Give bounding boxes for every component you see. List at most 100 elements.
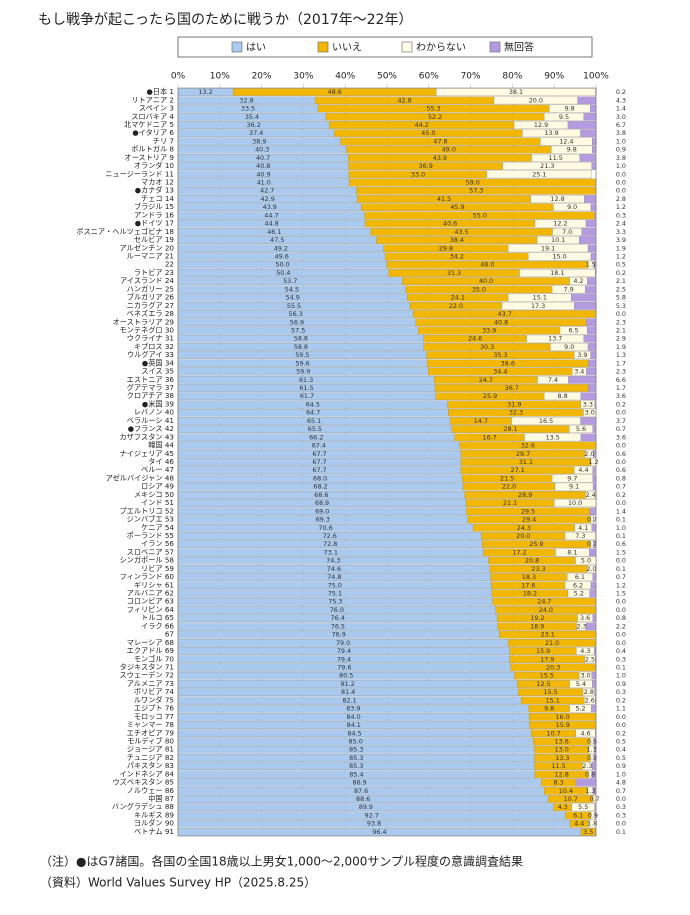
category-label: ウルグアイ 33 xyxy=(127,350,174,359)
category-label: インド 51 xyxy=(141,498,174,507)
category-label: エクアドル 69 xyxy=(127,646,175,655)
value-label: 22.0 xyxy=(449,302,463,310)
value-label: 45.9 xyxy=(450,203,464,211)
value-label: 11.5 xyxy=(551,762,565,770)
value-label: 1.0 xyxy=(616,524,626,532)
value-label: 1.2 xyxy=(616,203,626,211)
value-label: 34.4 xyxy=(493,368,507,376)
value-label: 6.6 xyxy=(616,376,626,384)
value-label: 9.7 xyxy=(567,474,577,482)
value-label: 59.0 xyxy=(466,179,480,187)
value-label: 0.7 xyxy=(587,516,597,524)
value-label: 47.5 xyxy=(270,236,284,244)
value-label: 17.6 xyxy=(521,581,535,589)
value-label: 4.1 xyxy=(578,524,588,532)
value-label: 15.1 xyxy=(546,696,560,704)
legend-swatch xyxy=(489,41,501,53)
value-label: 8.1 xyxy=(567,548,577,556)
value-label: 7.3 xyxy=(575,532,585,540)
value-label: 17.3 xyxy=(531,302,545,310)
bar-segment xyxy=(592,466,596,475)
value-label: 76.5 xyxy=(331,622,345,630)
bar-segment xyxy=(589,507,596,516)
value-label: 72.8 xyxy=(323,540,337,548)
bar-segment xyxy=(577,96,596,105)
value-label: 0.7 xyxy=(616,573,626,581)
value-label: 57.5 xyxy=(291,326,305,334)
bar-segment xyxy=(592,762,597,770)
value-label: 65.5 xyxy=(308,425,322,433)
value-label: 1.0 xyxy=(616,162,626,170)
bar-segment xyxy=(575,778,597,787)
value-label: 0.8 xyxy=(616,474,626,482)
value-label: 43.9 xyxy=(263,203,277,211)
value-label: 59.5 xyxy=(295,351,309,359)
bar-segment xyxy=(587,277,597,286)
value-label: 84.0 xyxy=(346,713,360,721)
legend-swatch xyxy=(317,41,329,53)
value-label: 33.0 xyxy=(411,170,425,178)
value-label: 89.9 xyxy=(359,803,373,811)
value-label: 2.3 xyxy=(576,622,586,630)
value-label: 0.3 xyxy=(616,211,626,219)
category-label: マカオ 12 xyxy=(141,178,174,187)
category-label: チュニジア 82 xyxy=(127,753,174,762)
value-label: 5.5 xyxy=(578,803,588,811)
value-label: 4.4 xyxy=(574,820,584,828)
value-label: 4.3 xyxy=(580,647,590,655)
value-label: 3.9 xyxy=(577,351,587,359)
value-label: 1.2 xyxy=(616,253,626,261)
value-label: 1.2 xyxy=(616,581,626,589)
value-label: 13.5 xyxy=(546,433,560,441)
value-label: 1.0 xyxy=(616,672,626,680)
value-label: 0.0 xyxy=(616,557,626,565)
value-label: 3.5 xyxy=(583,828,593,836)
bar-segment xyxy=(586,367,597,376)
value-labels: 13.2 48.6 38.1 0.2 32.8 42.8 20.0 4.3 33.5 55.3 9.… xyxy=(198,88,626,836)
value-label: 0.4 xyxy=(616,746,626,754)
category-label: ポルトガル 8 xyxy=(131,145,174,154)
bar-segment xyxy=(575,556,597,565)
x-tick-label: 70% xyxy=(461,72,481,82)
value-label: 3.0 xyxy=(585,409,595,417)
bar-segment xyxy=(583,334,597,343)
value-label: 0.0 xyxy=(616,409,626,417)
value-label: 28.1 xyxy=(503,425,517,433)
value-label: 0.0 xyxy=(616,606,626,614)
category-label: アルゼンチン 20 xyxy=(120,243,175,252)
value-label: 38.1 xyxy=(509,88,523,96)
value-label: 76.0 xyxy=(330,606,344,614)
value-label: 0.1 xyxy=(616,663,626,671)
category-label: ハンガリー 25 xyxy=(127,284,174,293)
value-label: 0.9 xyxy=(616,762,626,770)
value-label: 76.9 xyxy=(332,631,346,639)
value-label: 47.8 xyxy=(433,137,447,145)
value-label: 36.9 xyxy=(419,162,433,170)
value-label: 76.4 xyxy=(331,614,345,622)
value-label: 19.2 xyxy=(530,614,544,622)
value-label: 74.3 xyxy=(326,557,340,565)
value-label: 41.5 xyxy=(437,195,451,203)
bar-segment xyxy=(567,121,597,129)
value-label: 49.0 xyxy=(442,146,456,154)
category-label: ブラジル 15 xyxy=(134,202,174,211)
value-label: 13.2 xyxy=(198,88,212,96)
bar-segment xyxy=(580,433,597,442)
value-label: 1.1 xyxy=(616,705,626,713)
category-label: 北マケドニア 5 xyxy=(124,120,174,129)
value-label: 0.0 xyxy=(616,820,626,828)
value-label: 0.1 xyxy=(616,565,626,573)
value-label: 0.6 xyxy=(616,450,626,458)
bar-segment xyxy=(592,482,597,491)
value-label: 1.7 xyxy=(616,359,626,367)
category-label: ルーマニア 21 xyxy=(127,252,174,261)
value-label: 56.9 xyxy=(290,318,304,326)
value-label: 13.0 xyxy=(555,746,569,754)
category-label: ●イタリア 6 xyxy=(132,128,174,137)
value-label: 30.3 xyxy=(480,343,494,351)
value-label: 55.0 xyxy=(473,211,487,219)
value-label: 1.8 xyxy=(587,820,597,828)
value-label: 12.5 xyxy=(536,680,550,688)
value-label: 68.0 xyxy=(313,474,327,482)
